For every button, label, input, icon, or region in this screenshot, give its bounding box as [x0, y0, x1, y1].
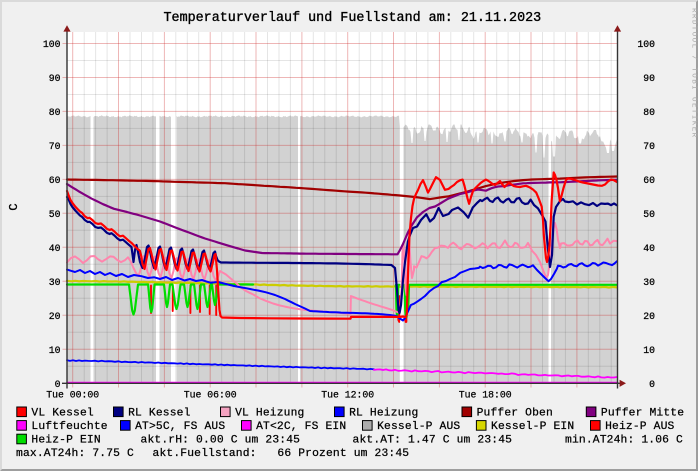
- svg-text:20: 20: [643, 311, 655, 322]
- svg-text:akt.AT: 1.47 C um 23:45: akt.AT: 1.47 C um 23:45: [353, 435, 513, 447]
- svg-text:100: 100: [43, 39, 61, 50]
- svg-text:AT<2C, FS EIN: AT<2C, FS EIN: [256, 421, 346, 433]
- svg-text:C: C: [7, 203, 21, 210]
- svg-text:30: 30: [49, 277, 61, 288]
- svg-text:Tue 18:00: Tue 18:00: [459, 389, 512, 400]
- svg-text:30: 30: [643, 277, 655, 288]
- svg-text:0: 0: [649, 379, 655, 390]
- svg-text:VL Heizung: VL Heizung: [235, 407, 304, 419]
- svg-text:Kessel-P AUS: Kessel-P AUS: [377, 421, 460, 433]
- svg-text:AT>5C, FS AUS: AT>5C, FS AUS: [135, 421, 225, 433]
- svg-text:40: 40: [643, 243, 655, 254]
- svg-text:90: 90: [49, 73, 61, 84]
- svg-text:Puffer Oben: Puffer Oben: [477, 407, 553, 419]
- svg-text:min.AT24h: 1.06 C: min.AT24h: 1.06 C: [565, 435, 683, 447]
- svg-text:RL Kessel: RL Kessel: [128, 407, 191, 419]
- svg-text:Kessel-P EIN: Kessel-P EIN: [491, 421, 574, 433]
- svg-text:90: 90: [643, 73, 655, 84]
- svg-text:Heiz-P AUS: Heiz-P AUS: [605, 421, 674, 433]
- svg-text:Tue 12:00: Tue 12:00: [321, 389, 374, 400]
- svg-text:70: 70: [49, 141, 61, 152]
- svg-text:50: 50: [643, 209, 655, 220]
- svg-text:50: 50: [49, 209, 61, 220]
- svg-text:80: 80: [49, 107, 61, 118]
- svg-text:Tue 00:00: Tue 00:00: [46, 389, 99, 400]
- svg-text:100: 100: [637, 39, 655, 50]
- svg-text:Temperaturverlauf und Fuellsta: Temperaturverlauf und Fuellstand am: 21.…: [164, 11, 542, 26]
- svg-text:70: 70: [643, 141, 655, 152]
- svg-text:RL Heizung: RL Heizung: [349, 407, 418, 419]
- svg-text:20: 20: [49, 311, 61, 322]
- svg-text:10: 10: [49, 345, 61, 356]
- svg-text:10: 10: [643, 345, 655, 356]
- svg-text:40: 40: [49, 243, 61, 254]
- svg-text:Heiz-P EIN: Heiz-P EIN: [31, 435, 100, 447]
- svg-text:VL Kessel: VL Kessel: [31, 407, 94, 419]
- svg-text:Luftfeuchte: Luftfeuchte: [31, 421, 107, 433]
- svg-text:RRDTOOL / TOBI OETIKER: RRDTOOL / TOBI OETIKER: [690, 8, 698, 139]
- svg-text:80: 80: [643, 107, 655, 118]
- svg-text:akt.Fuellstand: 66 Prozent u: akt.Fuellstand: 66 Prozent um 23:45: [153, 448, 410, 460]
- svg-text:Puffer Mitte: Puffer Mitte: [601, 407, 684, 419]
- svg-text:Tue 06:00: Tue 06:00: [184, 389, 237, 400]
- svg-text:akt.rH: 0.00 C um 23:45: akt.rH: 0.00 C um 23:45: [141, 435, 301, 447]
- svg-text:60: 60: [49, 175, 61, 186]
- svg-text:0: 0: [55, 379, 61, 390]
- svg-text:60: 60: [643, 175, 655, 186]
- svg-text:max.AT24h: 7.75 C: max.AT24h: 7.75 C: [16, 448, 134, 460]
